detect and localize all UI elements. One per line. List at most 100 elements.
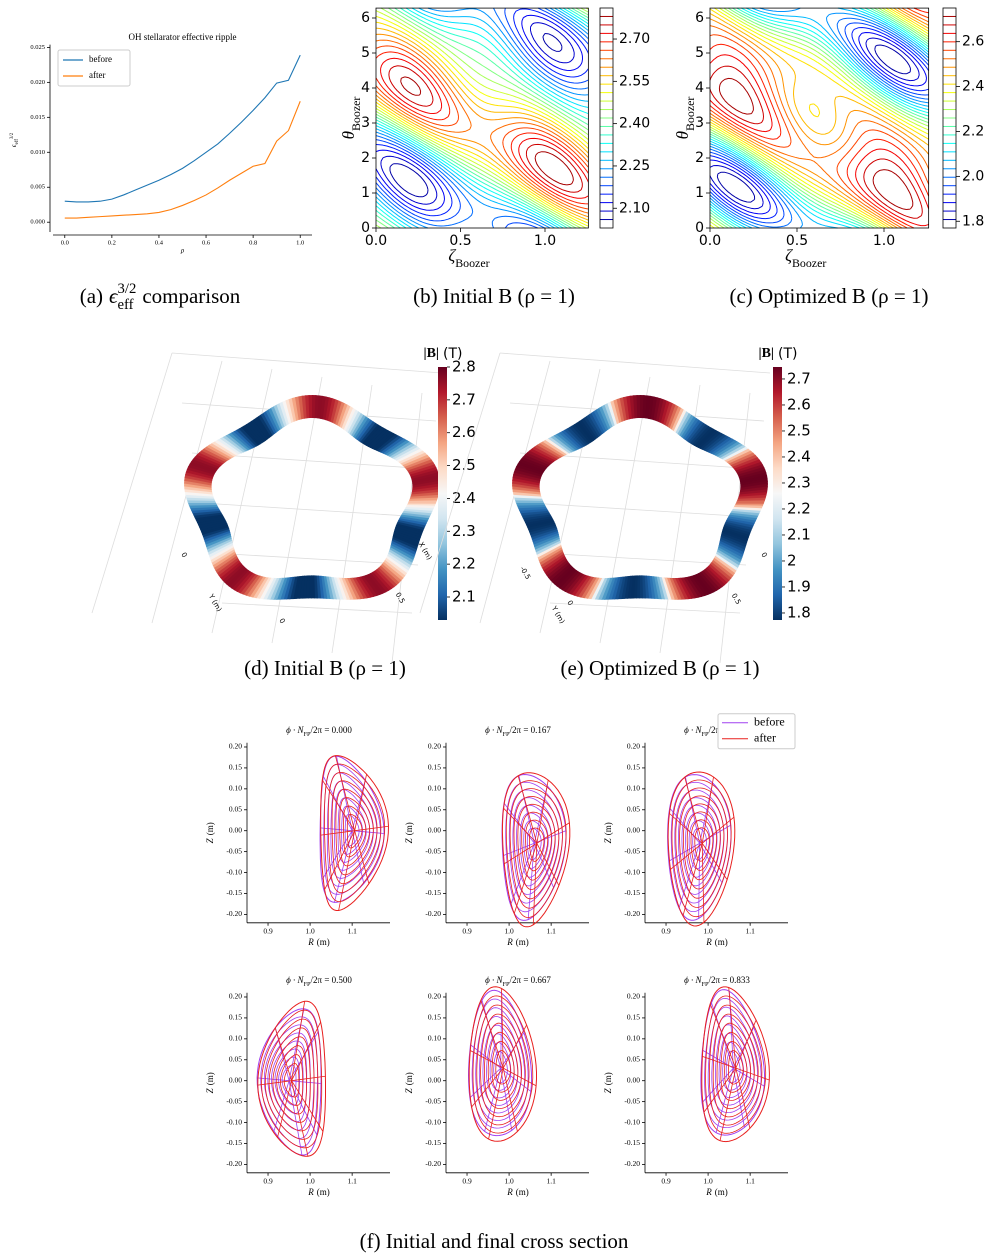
y-tick-label: 0 (695, 220, 704, 236)
contour-decoration (709, 7, 929, 229)
colorbar-tick-label: 1.9 (787, 577, 811, 595)
surface-decoration (514, 466, 543, 477)
surface-decoration (209, 544, 234, 561)
y-tick-label: -0.20 (624, 909, 640, 918)
surface-decoration (347, 411, 362, 435)
contour-decoration (709, 7, 929, 229)
surface-decoration (385, 555, 409, 574)
surface-decoration (739, 472, 768, 482)
y-tick-label: 6 (361, 10, 370, 26)
surface-decoration (360, 422, 379, 444)
surface-decoration (332, 400, 343, 425)
surface-decoration (725, 520, 754, 529)
surface-decoration (651, 576, 659, 600)
surface-decoration (327, 398, 337, 423)
colorbar-tick-label: 2.4 (787, 447, 811, 465)
y-tick-label: -0.20 (624, 1159, 640, 1168)
surface-decoration (383, 559, 406, 579)
surface-decoration (208, 442, 236, 458)
surface-decoration (382, 438, 408, 455)
surface-decoration (550, 435, 575, 453)
surface-decoration (404, 457, 432, 470)
surface-decoration (217, 438, 242, 455)
surface-decoration (537, 544, 562, 561)
flux-surface-decoration (256, 1008, 322, 1156)
radial-decoration (701, 843, 705, 923)
panel-title-part: FP (702, 981, 710, 988)
colorbar-tick-label: 2.4 (452, 489, 476, 507)
grid-decoration (221, 602, 413, 614)
surface-decoration (655, 576, 665, 600)
surface-decoration (526, 519, 555, 528)
surface-decoration (636, 395, 642, 419)
surface-decoration (531, 446, 559, 461)
surface-decoration (682, 577, 699, 599)
radial-decoration (532, 843, 538, 925)
y-axis-label-part: (m) (205, 822, 215, 835)
surface-decoration (206, 444, 233, 460)
radial-decoration (291, 1080, 309, 1157)
radial-decoration (291, 1021, 321, 1081)
surface-decoration (362, 575, 381, 597)
contour-decoration (709, 7, 929, 229)
radial-decoration (735, 1067, 770, 1081)
surface-decoration (610, 400, 620, 425)
y-axis-label-part: ϵ (10, 143, 18, 147)
y-tick-label: -0.05 (624, 1096, 640, 1105)
surface-decoration (719, 444, 747, 460)
x-axis-label-part: (m) (516, 1187, 529, 1197)
surface-decoration (666, 577, 679, 600)
y-tick-label: 0.00 (229, 825, 242, 834)
axis-tick-label: 0.5 (730, 592, 742, 606)
contour-decoration (375, 7, 589, 229)
surface-decoration (539, 441, 566, 457)
x-axis-label: ζBoozer (785, 246, 826, 270)
surface-decoration (677, 412, 693, 436)
surface-decoration (673, 409, 688, 433)
colorbar-tick-label: 2.4 (962, 79, 984, 95)
axis-tick-label: 0 (179, 551, 188, 559)
contour-decoration (375, 27, 589, 221)
y-tick-label: 0.000 (30, 219, 45, 226)
y-tick-label: 0.05 (627, 1054, 640, 1063)
y-tick-label: -0.15 (624, 888, 640, 897)
contour-decoration (375, 33, 589, 218)
radial-decoration (500, 1067, 532, 1092)
panel-title-part: /2π = 0.000 (311, 725, 353, 735)
y-tick-label: -0.15 (226, 888, 242, 897)
surface-decoration (639, 575, 644, 599)
surface-decoration (196, 517, 226, 526)
contour-decoration (400, 76, 574, 186)
surface-decoration (513, 468, 542, 479)
surface-decoration (369, 430, 392, 449)
x-axis-label: R (m) (506, 937, 529, 947)
surface-decoration (522, 454, 551, 467)
radial-decoration (669, 813, 703, 844)
y-axis-label: θBoozer (339, 97, 363, 140)
chart-title: OH stellarator effective ripple (128, 32, 236, 42)
surface-decoration (727, 516, 756, 524)
surface-decoration (381, 561, 404, 582)
surface-decoration (192, 456, 221, 469)
surface-decoration (619, 396, 628, 421)
colorbar-tick-label: 1.8 (962, 213, 984, 229)
surface-decoration (411, 486, 440, 493)
surface-decoration (701, 432, 725, 451)
x-tick-label: 1.0 (534, 233, 556, 249)
plot-frame (375, 7, 589, 229)
surface-decoration (536, 442, 564, 458)
surface-decoration (556, 432, 579, 451)
surface-decoration (212, 550, 236, 569)
surface-decoration (402, 510, 432, 517)
surface-decoration (199, 521, 228, 531)
surface-decoration (739, 486, 768, 493)
surface-decoration (604, 402, 616, 427)
y-axis-label-part: Z (205, 1087, 215, 1093)
x-tick-label: 1.1 (347, 927, 357, 936)
surface-decoration (713, 555, 737, 574)
surface-decoration (571, 423, 591, 445)
radial-decoration (536, 779, 549, 844)
x-axis-label-part: Boozer (792, 256, 826, 270)
x-axis-label-part: (m) (317, 937, 330, 947)
surface-decoration (616, 397, 625, 422)
